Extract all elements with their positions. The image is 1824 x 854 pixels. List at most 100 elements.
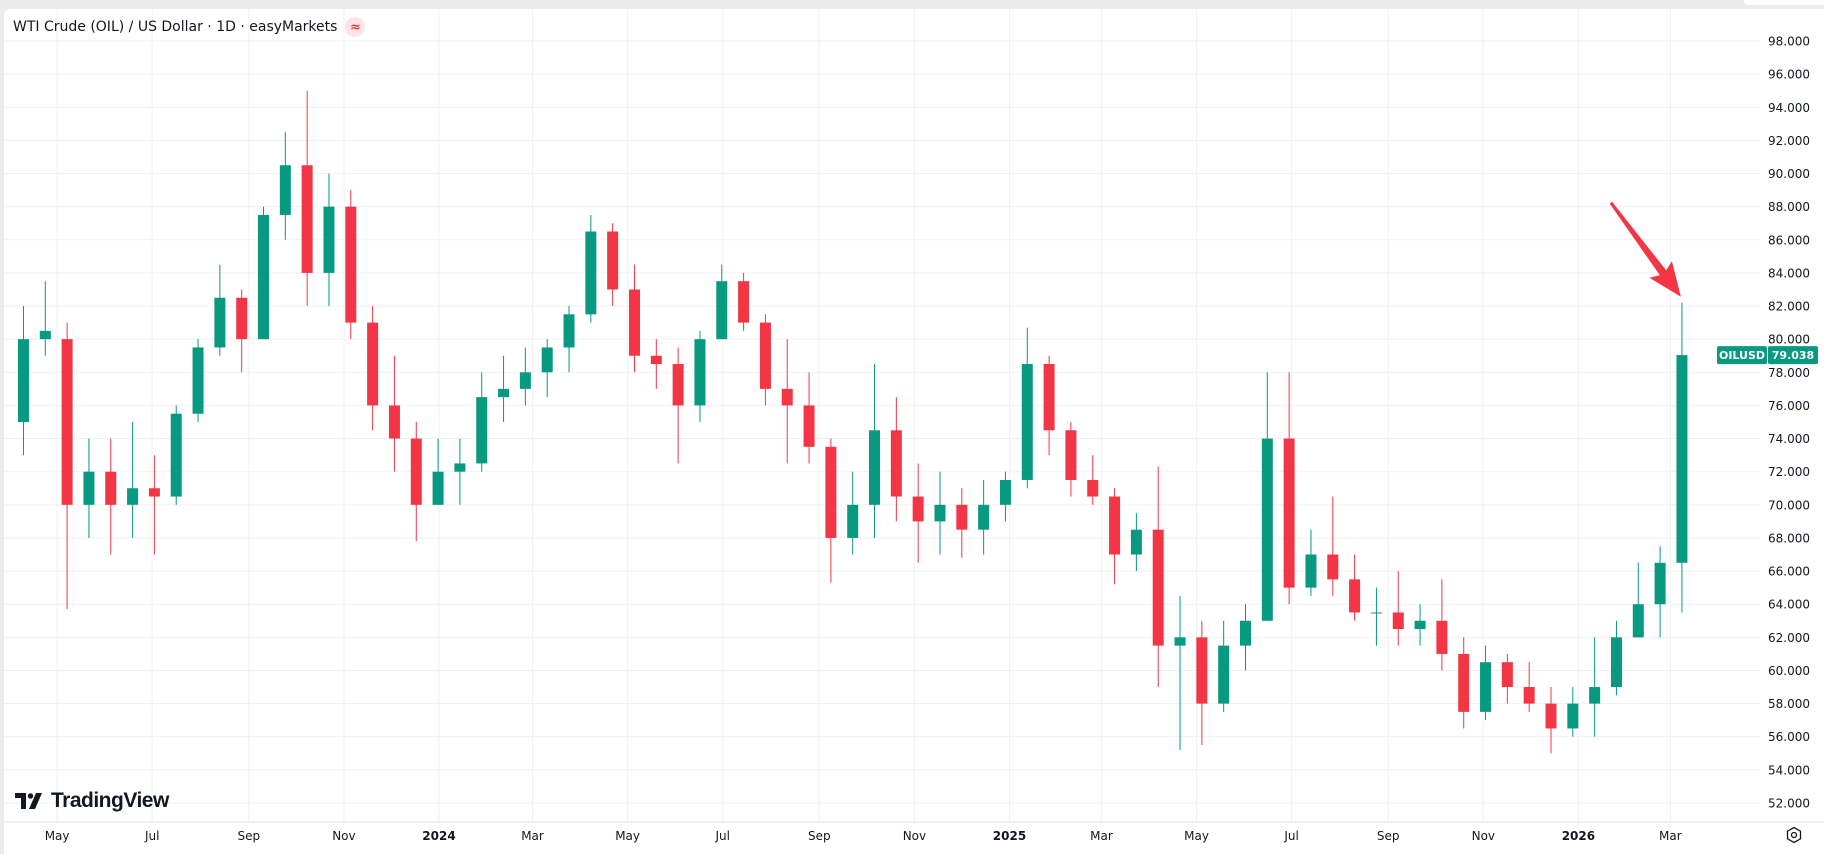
candle-body [759, 322, 771, 389]
y-tick-label: 54.000 [1768, 763, 1810, 777]
candle [1632, 562, 1644, 638]
candle-body [847, 504, 859, 538]
candle [563, 306, 575, 373]
tradingview-logo[interactable]: TradingView [15, 789, 169, 813]
candle [1501, 653, 1513, 704]
candle-body [1305, 554, 1317, 588]
x-tick-label: Nov [332, 829, 355, 843]
candle-body [388, 405, 400, 439]
candle-body [716, 281, 728, 340]
candle [1610, 620, 1622, 696]
y-tick-label: 94.000 [1768, 101, 1810, 115]
candle [1218, 620, 1230, 712]
candle-body [519, 372, 531, 389]
candle-body [1567, 703, 1579, 729]
candle [105, 438, 117, 555]
candle-body [869, 430, 881, 505]
x-tick-label: Sep [238, 829, 261, 843]
candle [869, 364, 881, 538]
y-tick-label: 96.000 [1768, 68, 1810, 82]
grid [4, 9, 1760, 822]
y-tick-label: 78.000 [1768, 366, 1810, 380]
x-tick-label: Jul [144, 829, 159, 843]
candle [541, 339, 553, 398]
candle [1152, 466, 1164, 688]
candle [825, 438, 837, 583]
x-tick-label: 2024 [422, 829, 455, 843]
candle [1261, 372, 1273, 621]
annotation-arrow [1609, 201, 1681, 297]
candle [236, 289, 248, 373]
y-tick-label: 64.000 [1768, 598, 1810, 612]
candle [388, 355, 400, 472]
candle-body [323, 206, 335, 273]
candle [672, 347, 684, 464]
candle [1043, 355, 1055, 456]
candle-body [934, 504, 946, 522]
x-tick-label: Sep [808, 829, 831, 843]
candle [1545, 687, 1557, 754]
price-axis[interactable]: 52.000 54.000 56.000 58.000 60.000 62.000 64.0… [1768, 35, 1810, 811]
time-axis[interactable]: May Jul Sep Nov 2024 Mar May Jul Sep Nov 2025 Mar Ma… [45, 829, 1682, 843]
candle-body [1414, 620, 1426, 630]
candle [454, 438, 466, 505]
y-tick-label: 82.000 [1768, 300, 1810, 314]
candle-body [476, 397, 488, 464]
x-tick-label: 2026 [1562, 829, 1595, 843]
candle [61, 322, 73, 610]
candle-body [825, 446, 837, 538]
candle [738, 272, 750, 331]
candle-body [1436, 620, 1448, 654]
candle-body [345, 206, 357, 323]
candle-body [803, 405, 815, 447]
candle [803, 372, 815, 464]
candle-body [585, 231, 597, 315]
candle-body [432, 471, 444, 505]
candle-body [956, 504, 968, 530]
candle [1327, 496, 1339, 596]
candle [650, 339, 662, 389]
y-tick-label: 98.000 [1768, 35, 1810, 49]
candle [39, 281, 51, 356]
top-right-tab [1744, 0, 1824, 5]
candle-body [1021, 364, 1033, 480]
gear-icon[interactable] [1783, 824, 1805, 846]
candle [432, 438, 444, 505]
candle-body [1152, 529, 1164, 646]
y-tick-label: 92.000 [1768, 134, 1810, 148]
approx-equal-icon[interactable]: ≈ [345, 17, 366, 37]
y-tick-label: 70.000 [1768, 498, 1810, 512]
candle-body [1458, 653, 1470, 712]
candle-body [1218, 645, 1230, 704]
candle [476, 372, 488, 472]
candle [934, 471, 946, 555]
candle [1021, 327, 1033, 489]
candle [1283, 372, 1295, 605]
candle-body [258, 214, 270, 340]
candle-body [1610, 637, 1622, 688]
candle [1196, 620, 1208, 746]
candle [585, 214, 597, 323]
candle-body [148, 488, 160, 497]
candle-body [301, 165, 313, 273]
candle-body [890, 430, 902, 497]
x-tick-label: Mar [521, 829, 544, 843]
candle [127, 421, 139, 538]
y-tick-label: 86.000 [1768, 233, 1810, 247]
candle [83, 438, 95, 538]
x-tick-label: Jul [714, 829, 729, 843]
candle-body [1261, 438, 1273, 621]
candle-body [170, 413, 182, 497]
candle [1567, 687, 1579, 737]
candle [759, 314, 771, 406]
candle-body [1327, 554, 1339, 580]
candle-body [541, 347, 553, 373]
symbol-title: WTI Crude (OIL) / US Dollar · 1D · easyM… [13, 19, 338, 35]
candle [258, 206, 270, 340]
candle [214, 264, 226, 356]
candle-body [17, 339, 29, 422]
y-tick-label: 56.000 [1768, 730, 1810, 744]
y-tick-label: 84.000 [1768, 266, 1810, 280]
chart-title[interactable]: WTI Crude (OIL) / US Dollar · 1D · easyM… [13, 17, 366, 37]
